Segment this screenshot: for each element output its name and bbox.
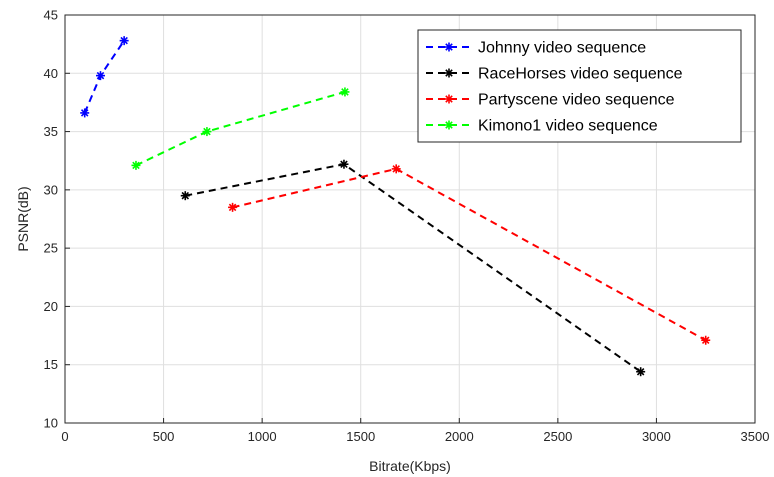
x-tick-label: 2500 [543,429,572,444]
x-tick-label: 3500 [741,429,770,444]
data-point [391,164,401,174]
data-point [701,335,711,345]
y-tick-label: 35 [44,124,58,139]
legend-entry: Kimono1 video sequence [426,118,658,135]
x-tick-label: 3000 [642,429,671,444]
series-2 [228,164,711,345]
legend-marker [444,120,454,130]
ticks: 0 500 1000 1500 2000 2500 3000 3500 10 15 20 25 30 35… [44,8,770,445]
legend-marker [444,94,454,104]
x-tick-label: 1500 [346,429,375,444]
legend-entry: Johnny video sequence [426,40,646,57]
legend-marker [444,68,454,78]
series-0 [80,36,129,118]
x-tick-label: 2000 [445,429,474,444]
y-tick-label: 10 [44,416,58,431]
series-layer [80,36,711,377]
data-point [119,36,129,46]
data-point [180,191,190,201]
data-point [228,202,238,212]
y-tick-label: 15 [44,357,58,372]
data-point [80,108,90,118]
data-point [131,160,141,170]
data-point [202,127,212,137]
legend-label: Partyscene video sequence [478,92,675,109]
x-axis-title: Bitrate(Kbps) [369,458,451,474]
legend-box [417,29,742,143]
legend-label: Johnny video sequence [478,40,646,57]
legend-label: Kimono1 video sequence [478,118,658,135]
x-tick-label: 1000 [248,429,277,444]
legend: Johnny video sequence RaceHorses video se… [417,29,742,143]
plot-frame [64,14,756,424]
x-tick-label: 500 [153,429,175,444]
series-3 [131,87,350,170]
legend-marker [444,42,454,52]
data-point [339,159,349,169]
x-tick-label: 0 [61,429,68,444]
data-point [95,71,105,81]
legend-label: RaceHorses video sequence [478,66,683,83]
y-tick-label: 40 [44,66,58,81]
series-1 [180,159,646,377]
y-tick-label: 20 [44,299,58,314]
data-point [636,367,646,377]
y-axis-title: PSNR(dB) [15,186,31,251]
y-tick-label: 45 [44,8,58,23]
y-tick-label: 30 [44,182,58,197]
legend-entry: RaceHorses video sequence [426,66,683,83]
data-point [340,87,350,97]
legend-entry: Partyscene video sequence [426,92,675,109]
y-tick-label: 25 [44,241,58,256]
